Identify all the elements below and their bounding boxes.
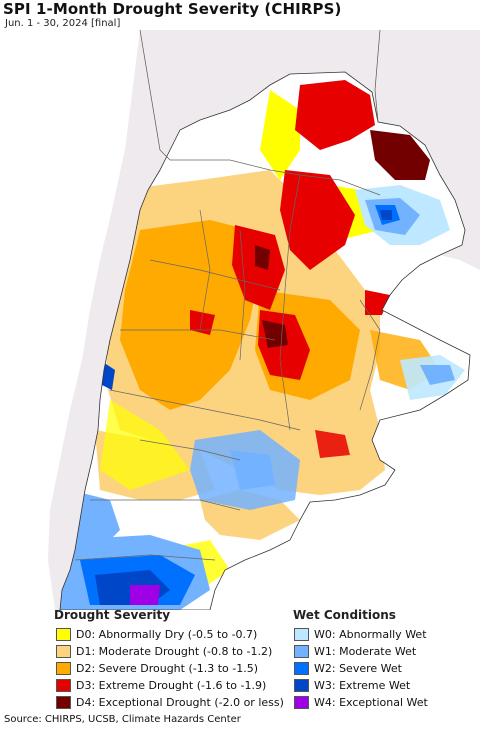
- source-credit: Source: CHIRPS, UCSB, Climate Hazards Ce…: [4, 714, 241, 725]
- w3-label: W3: Extreme Wet: [314, 678, 411, 692]
- legend-item-d2: D2: Severe Drought (-1.3 to -1.5): [56, 660, 258, 676]
- w2-swatch: [294, 661, 309, 675]
- d4-label: D4: Exceptional Drought (-2.0 or less): [76, 695, 284, 709]
- w1-label: W1: Moderate Wet: [314, 644, 417, 658]
- drought-legend-title: Drought Severity: [54, 608, 171, 622]
- wet-legend-title: Wet Conditions: [293, 608, 396, 622]
- d1-label: D1: Moderate Drought (-0.8 to -1.2): [76, 644, 273, 658]
- d2-label: D2: Severe Drought (-1.3 to -1.5): [76, 661, 259, 675]
- legend-item-w3: W3: Extreme Wet: [294, 677, 410, 693]
- d3-swatch: [56, 678, 71, 692]
- legend-item-d4: D4: Exceptional Drought (-2.0 or less): [56, 694, 284, 710]
- legend-item-w2: W2: Severe Wet: [294, 660, 402, 676]
- legend-item-d3: D3: Extreme Drought (-1.6 to -1.9): [56, 677, 266, 693]
- legend-item-w0: W0: Abnormally Wet: [294, 626, 427, 642]
- w0-swatch: [294, 627, 309, 641]
- w4-label: W4: Exceptional Wet: [314, 695, 428, 709]
- w3-swatch: [294, 678, 309, 692]
- legend-item-w1: W1: Moderate Wet: [294, 643, 416, 659]
- legend-item-d1: D1: Moderate Drought (-0.8 to -1.2): [56, 643, 272, 659]
- map-subtitle: Jun. 1 - 30, 2024 [final]: [5, 18, 121, 29]
- w1-swatch: [294, 644, 309, 658]
- d1-swatch: [56, 644, 71, 658]
- drought-map: [0, 30, 480, 610]
- d4-swatch: [56, 695, 71, 709]
- d2-swatch: [56, 661, 71, 675]
- w4-swatch: [294, 695, 309, 709]
- w0-label: W0: Abnormally Wet: [314, 627, 427, 641]
- d3-label: D3: Extreme Drought (-1.6 to -1.9): [76, 678, 267, 692]
- d0-swatch: [56, 627, 71, 641]
- d0-label: D0: Abnormally Dry (-0.5 to -0.7): [76, 627, 258, 641]
- legend-item-d0: D0: Abnormally Dry (-0.5 to -0.7): [56, 626, 257, 642]
- map-title: SPI 1-Month Drought Severity (CHIRPS): [3, 0, 342, 18]
- legend-item-w4: W4: Exceptional Wet: [294, 694, 428, 710]
- legend: Drought Severity Wet Conditions D0: Abno…: [0, 608, 480, 710]
- w2-label: W2: Severe Wet: [314, 661, 402, 675]
